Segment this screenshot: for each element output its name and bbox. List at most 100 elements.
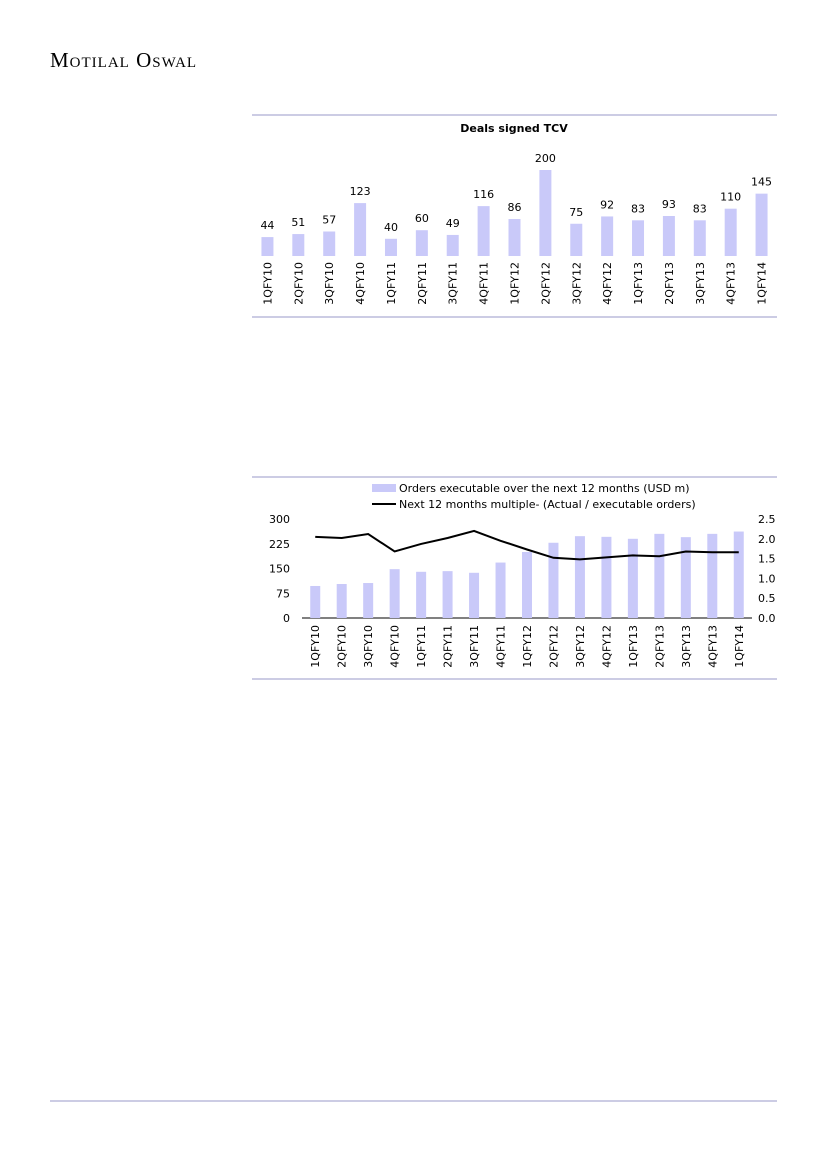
x-tick-label: 3QFY10 <box>323 262 336 305</box>
data-label: 200 <box>535 152 556 165</box>
chart-title: Deals signed TCV <box>460 122 568 135</box>
data-label: 51 <box>291 216 305 229</box>
x-tick-label: 4QFY12 <box>600 625 613 668</box>
bar <box>442 571 453 618</box>
bar <box>733 531 744 618</box>
x-tick-label: 3QFY11 <box>468 625 481 668</box>
x-tick-label: 2QFY10 <box>336 625 349 668</box>
bar <box>354 203 367 256</box>
y-tick-label: 150 <box>269 563 290 576</box>
legend-label: Orders executable over the next 12 month… <box>399 482 690 495</box>
bar <box>539 170 552 256</box>
bar <box>707 533 718 618</box>
bar <box>755 193 768 256</box>
bar <box>416 571 427 618</box>
data-label: 92 <box>600 198 614 211</box>
x-tick-label: 2QFY11 <box>416 262 429 305</box>
data-label: 83 <box>631 202 645 215</box>
bar <box>384 238 397 256</box>
x-tick-label: 1QFY11 <box>385 262 398 305</box>
bar <box>508 219 521 256</box>
x-tick-label: 4QFY13 <box>725 262 738 305</box>
bar <box>415 230 428 256</box>
y2-tick-label: 1.0 <box>758 572 776 585</box>
x-tick-label: 3QFY10 <box>362 625 375 668</box>
x-tick-label: 3QFY11 <box>447 262 460 305</box>
bar <box>323 231 336 256</box>
y-tick-label: 75 <box>276 587 290 600</box>
data-label: 93 <box>662 198 676 211</box>
y-tick-label: 0 <box>283 612 290 625</box>
bar <box>261 237 274 256</box>
data-label: 60 <box>415 212 429 225</box>
data-label: 40 <box>384 221 398 234</box>
x-tick-label: 3QFY12 <box>570 262 583 305</box>
bar <box>574 536 585 618</box>
x-tick-label: 1QFY12 <box>521 625 534 668</box>
x-tick-label: 1QFY13 <box>632 262 645 305</box>
bar <box>627 538 638 618</box>
bar <box>724 208 737 256</box>
bar <box>336 584 347 618</box>
data-label: 86 <box>508 201 522 214</box>
bar <box>601 216 614 256</box>
bar <box>662 216 675 256</box>
legend-swatch <box>372 484 396 492</box>
data-label: 44 <box>260 219 274 232</box>
x-tick-label: 2QFY12 <box>547 625 560 668</box>
data-label: 57 <box>322 213 336 226</box>
bar <box>292 234 305 256</box>
x-tick-label: 2QFY10 <box>292 262 305 305</box>
x-tick-label: 4QFY12 <box>601 262 614 305</box>
x-tick-label: 4QFY10 <box>389 625 402 668</box>
x-tick-label: 4QFY11 <box>478 262 491 305</box>
x-tick-label: 4QFY11 <box>495 625 508 668</box>
x-tick-label: 3QFY12 <box>574 625 587 668</box>
bar <box>680 537 691 618</box>
data-label: 75 <box>569 206 583 219</box>
bar <box>310 585 321 618</box>
x-tick-label: 1QFY14 <box>733 625 746 668</box>
x-tick-label: 2QFY11 <box>442 625 455 668</box>
bar <box>469 572 480 618</box>
data-label: 83 <box>693 202 707 215</box>
x-tick-label: 3QFY13 <box>694 262 707 305</box>
y-tick-label: 300 <box>269 513 290 526</box>
data-label: 49 <box>446 217 460 230</box>
y2-tick-label: 0.0 <box>758 612 776 625</box>
data-label: 110 <box>720 191 741 204</box>
x-tick-label: 1QFY12 <box>509 262 522 305</box>
bar <box>570 223 583 256</box>
bar <box>548 542 559 618</box>
x-tick-label: 1QFY10 <box>309 625 322 668</box>
bar <box>389 569 400 618</box>
bar <box>601 536 612 618</box>
legend-label: Next 12 months multiple- (Actual / execu… <box>399 498 696 511</box>
bar <box>654 533 665 618</box>
x-tick-label: 4QFY13 <box>706 625 719 668</box>
y2-tick-label: 0.5 <box>758 592 776 605</box>
data-label: 145 <box>751 176 772 189</box>
bar <box>446 234 459 256</box>
x-tick-label: 1QFY13 <box>627 625 640 668</box>
y2-tick-label: 2.0 <box>758 533 776 546</box>
x-tick-label: 3QFY13 <box>680 625 693 668</box>
x-tick-label: 1QFY11 <box>415 625 428 668</box>
x-tick-label: 1QFY10 <box>261 262 274 305</box>
bar <box>495 562 506 618</box>
bar <box>522 552 532 618</box>
line <box>315 529 739 561</box>
data-label: 123 <box>350 185 371 198</box>
bar <box>363 583 374 618</box>
brand: Motilal Oswal <box>50 48 197 72</box>
x-tick-label: 2QFY13 <box>663 262 676 305</box>
y-tick-label: 225 <box>269 538 290 551</box>
data-label: 116 <box>473 188 494 201</box>
y2-tick-label: 1.5 <box>758 553 776 566</box>
x-tick-label: 2QFY12 <box>539 262 552 305</box>
x-tick-label: 2QFY13 <box>653 625 666 668</box>
x-tick-label: 4QFY10 <box>354 262 367 305</box>
bar <box>693 220 706 256</box>
bar <box>477 206 490 256</box>
